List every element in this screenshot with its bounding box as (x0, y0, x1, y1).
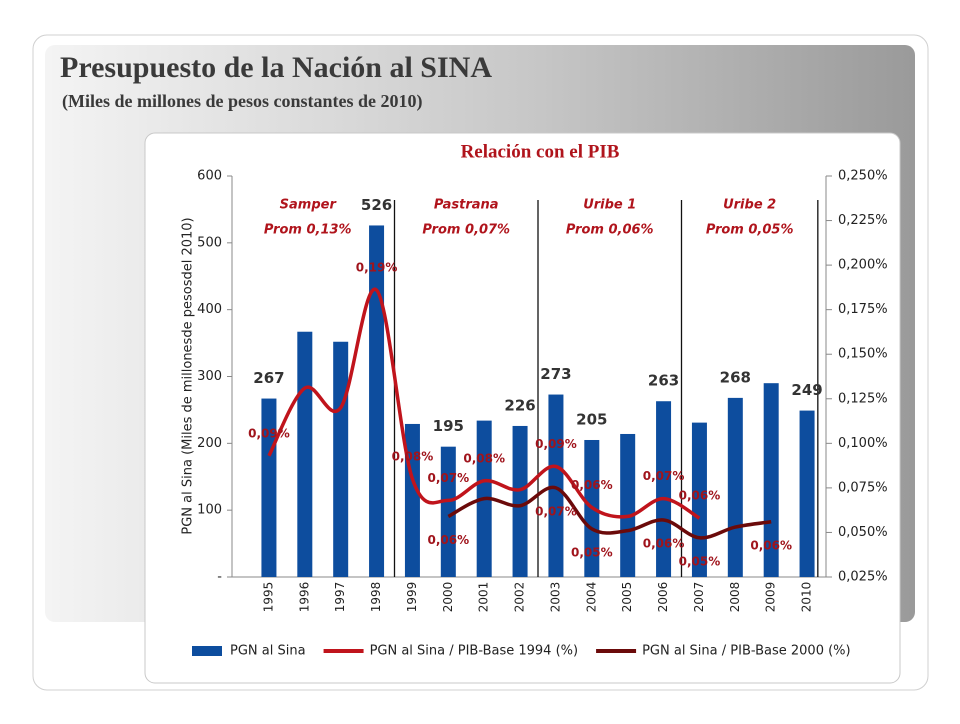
bar (369, 225, 385, 577)
y2-tick-label: 0,250% (838, 169, 888, 184)
line-value-label: 0,06% (427, 533, 469, 547)
bar-value-label: 226 (504, 396, 535, 414)
line-value-label: 0,09% (535, 437, 577, 451)
bar (297, 331, 313, 577)
line (267, 287, 701, 520)
bar (656, 401, 672, 577)
y2-tick-label: 0,025% (838, 570, 888, 585)
x-tick-label: 2010 (800, 582, 814, 613)
period-name: Uribe 2 (723, 198, 776, 213)
bar-value-label: 263 (648, 372, 679, 390)
bar-value-label: 205 (576, 410, 607, 428)
y2-tick-label: 0,075% (838, 480, 888, 495)
bar-value-label: 267 (253, 369, 284, 387)
y-tick-label: 600 (197, 169, 222, 184)
x-tick-label: 2007 (692, 582, 706, 613)
x-tick-label: 2006 (656, 582, 670, 613)
y2-tick-label: 0,100% (838, 436, 888, 451)
x-tick-label: 1995 (261, 582, 275, 613)
x-tick-label: 2000 (441, 582, 455, 613)
x-tick-label: 2009 (764, 582, 778, 613)
bar-value-label: 526 (361, 196, 392, 214)
line-value-label: 0,06% (679, 489, 721, 503)
x-tick-label: 2001 (477, 582, 491, 613)
period-name: Samper (280, 198, 338, 213)
bar (763, 383, 779, 577)
line-value-label: 0,07% (643, 469, 685, 483)
y2-tick-label: 0,125% (838, 391, 888, 406)
y2-tick-label: 0,175% (838, 302, 888, 317)
legend-label: PGN al Sina / PIB-Base 2000 (%) (642, 644, 851, 659)
x-tick-label: 1999 (405, 582, 419, 613)
bar (261, 398, 277, 577)
y2-tick-label: 0,225% (838, 213, 888, 228)
x-tick-label: 2002 (513, 582, 527, 613)
legend-label: PGN al Sina (230, 644, 306, 659)
x-tick-label: 2003 (548, 582, 562, 613)
x-tick-label: 2008 (728, 582, 742, 613)
legend-label: PGN al Sina / PIB-Base 1994 (%) (370, 644, 579, 659)
line-value-label: 0,19% (356, 261, 398, 275)
y-tick-label: 200 (197, 436, 222, 451)
x-tick-label: 1998 (369, 582, 383, 613)
bar (512, 425, 528, 577)
y-tick-label: 500 (197, 235, 222, 250)
y-axis-label: PGN al Sina (Miles de millonesde pesosde… (181, 217, 196, 534)
legend-swatch (192, 646, 222, 656)
y-tick-label: 400 (197, 302, 222, 317)
period-average: Prom 0,05% (706, 223, 794, 238)
period-average: Prom 0,07% (422, 223, 510, 238)
bar-value-label: 249 (791, 381, 822, 399)
bar (333, 341, 349, 577)
line-value-label: 0,09% (248, 426, 290, 440)
bar (440, 446, 456, 577)
slide-title: Presupuesto de la Nación al SINA (60, 51, 492, 84)
line-value-label: 0,08% (392, 449, 434, 463)
x-tick-label: 1996 (297, 582, 311, 613)
period-name: Pastrana (434, 198, 499, 213)
bar (799, 410, 815, 577)
bar (620, 433, 636, 577)
bar (727, 397, 743, 577)
line-value-label: 0,08% (463, 451, 505, 465)
line-value-label: 0,06% (750, 538, 792, 552)
bar-value-label: 195 (433, 417, 464, 435)
y2-tick-label: 0,200% (838, 258, 888, 273)
bar (548, 394, 564, 577)
bar-value-label: 273 (540, 365, 571, 383)
bar-value-label: 268 (720, 368, 751, 386)
x-tick-label: 2004 (584, 582, 598, 613)
y-tick-label: 100 (197, 503, 222, 518)
line-value-label: 0,07% (427, 471, 469, 485)
line-value-label: 0,06% (571, 478, 613, 492)
line (447, 485, 772, 540)
period-average: Prom 0,13% (264, 223, 352, 238)
y-tick-label: 300 (197, 369, 222, 384)
slide-subtitle: (Miles de millones de pesos constantes d… (62, 91, 422, 112)
period-average: Prom 0,06% (566, 223, 654, 238)
line-value-label: 0,07% (535, 504, 577, 518)
x-tick-label: 2005 (620, 582, 634, 613)
y2-tick-label: 0,150% (838, 347, 888, 362)
line-value-label: 0,05% (679, 554, 721, 568)
x-tick-label: 1997 (333, 582, 347, 613)
line-value-label: 0,06% (643, 536, 685, 550)
y2-tick-label: 0,050% (838, 525, 888, 540)
line-value-label: 0,05% (571, 545, 613, 559)
period-name: Uribe 1 (583, 198, 636, 213)
y-tick-label: - (217, 570, 222, 585)
chart-title: Relación con el PIB (461, 141, 620, 162)
